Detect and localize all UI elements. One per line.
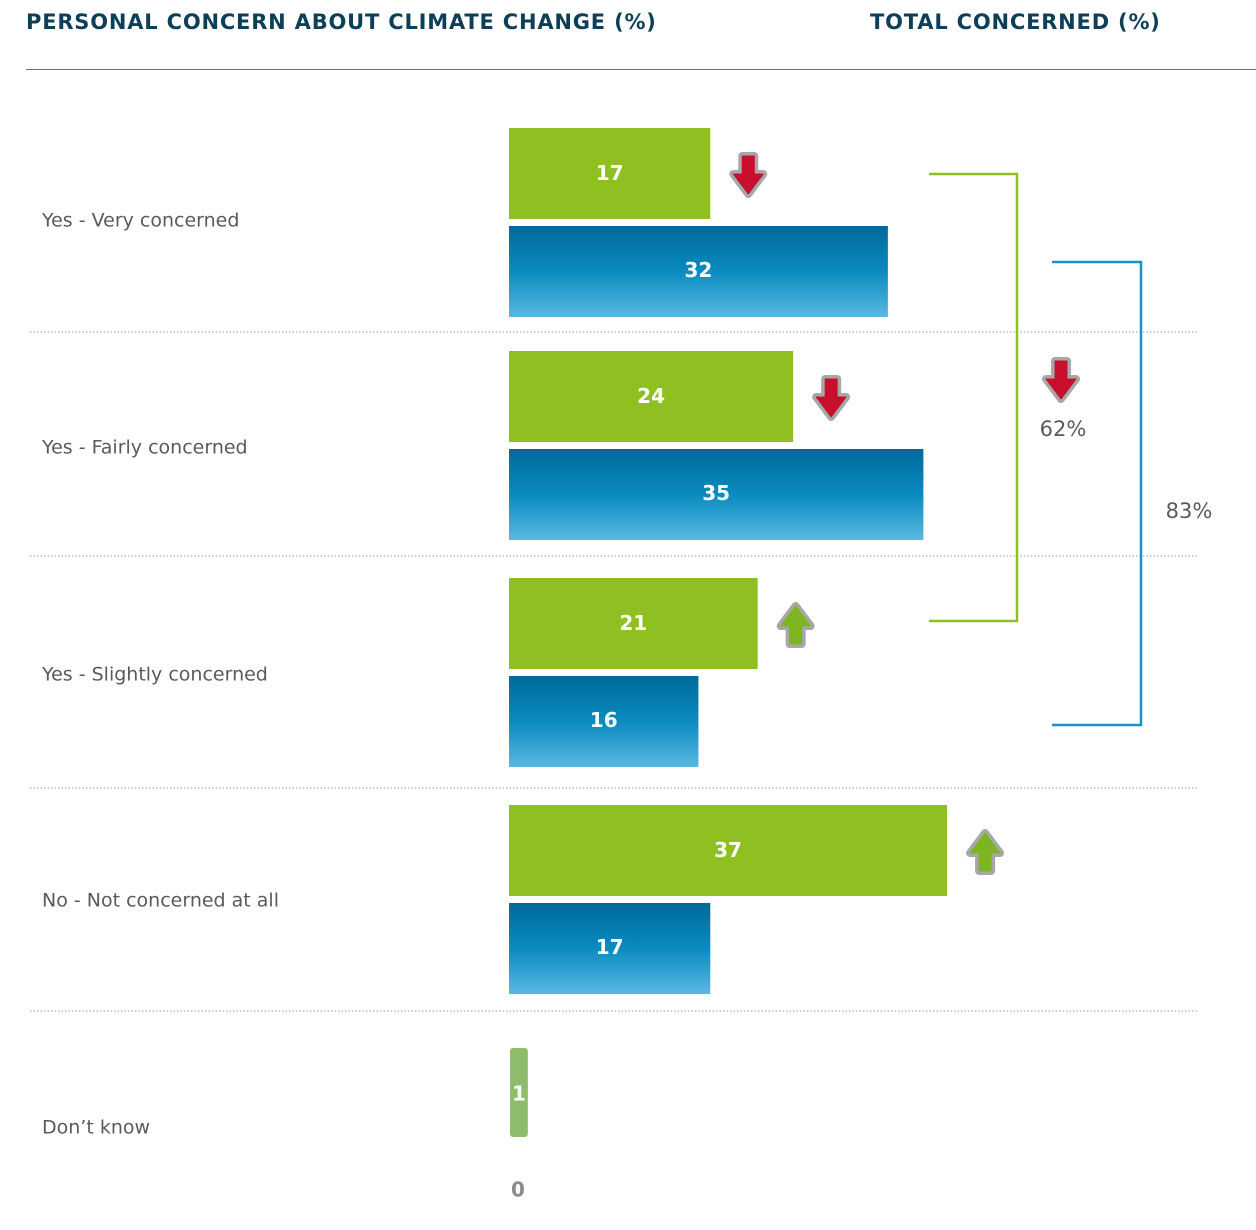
bar-value-label: 32 [685,258,713,282]
bar-value-label: 37 [714,838,742,862]
category-label: Don’t know [42,1117,150,1139]
bar-value-label: 35 [702,481,730,505]
bracket-green [929,172,1019,623]
category-label: No - Not concerned at all [42,890,279,912]
bar-value-label: 21 [619,611,647,635]
bar-green [509,578,758,669]
bar-value-label: 1 [512,1082,526,1106]
bar-blue [509,226,888,317]
arrow-up-icon [966,829,1005,875]
chart-title: PERSONAL CONCERN ABOUT CLIMATE CHANGE (%… [26,10,657,34]
bar-value-label: 17 [596,161,624,185]
bar-value-label: 16 [590,708,618,732]
bar-value-label: 0 [511,1178,525,1202]
bar-value-label: 17 [596,935,624,959]
arrow-up-icon [776,602,815,648]
category-label: Yes - Fairly concerned [41,437,248,459]
bar-blue [509,903,711,994]
header-rule [26,69,1256,70]
total-label-green: 62% [1040,417,1087,441]
bar-value-label: 24 [637,384,665,408]
bar-green-dont-know [510,1048,528,1137]
total-label-blue: 83% [1166,499,1213,523]
totals-header: TOTAL CONCERNED (%) [870,10,1161,34]
arrow-down-icon [1042,357,1080,403]
bracket-blue [1052,260,1143,727]
bar-blue [509,449,924,540]
category-label: Yes - Slightly concerned [41,664,268,686]
arrow-down-icon [812,375,851,421]
bar-green [509,351,794,442]
bar-green [509,128,711,219]
arrow-down-icon [729,152,768,198]
category-label: Yes - Very concerned [41,210,239,232]
bar-blue [509,676,699,767]
bar-green [509,805,948,896]
